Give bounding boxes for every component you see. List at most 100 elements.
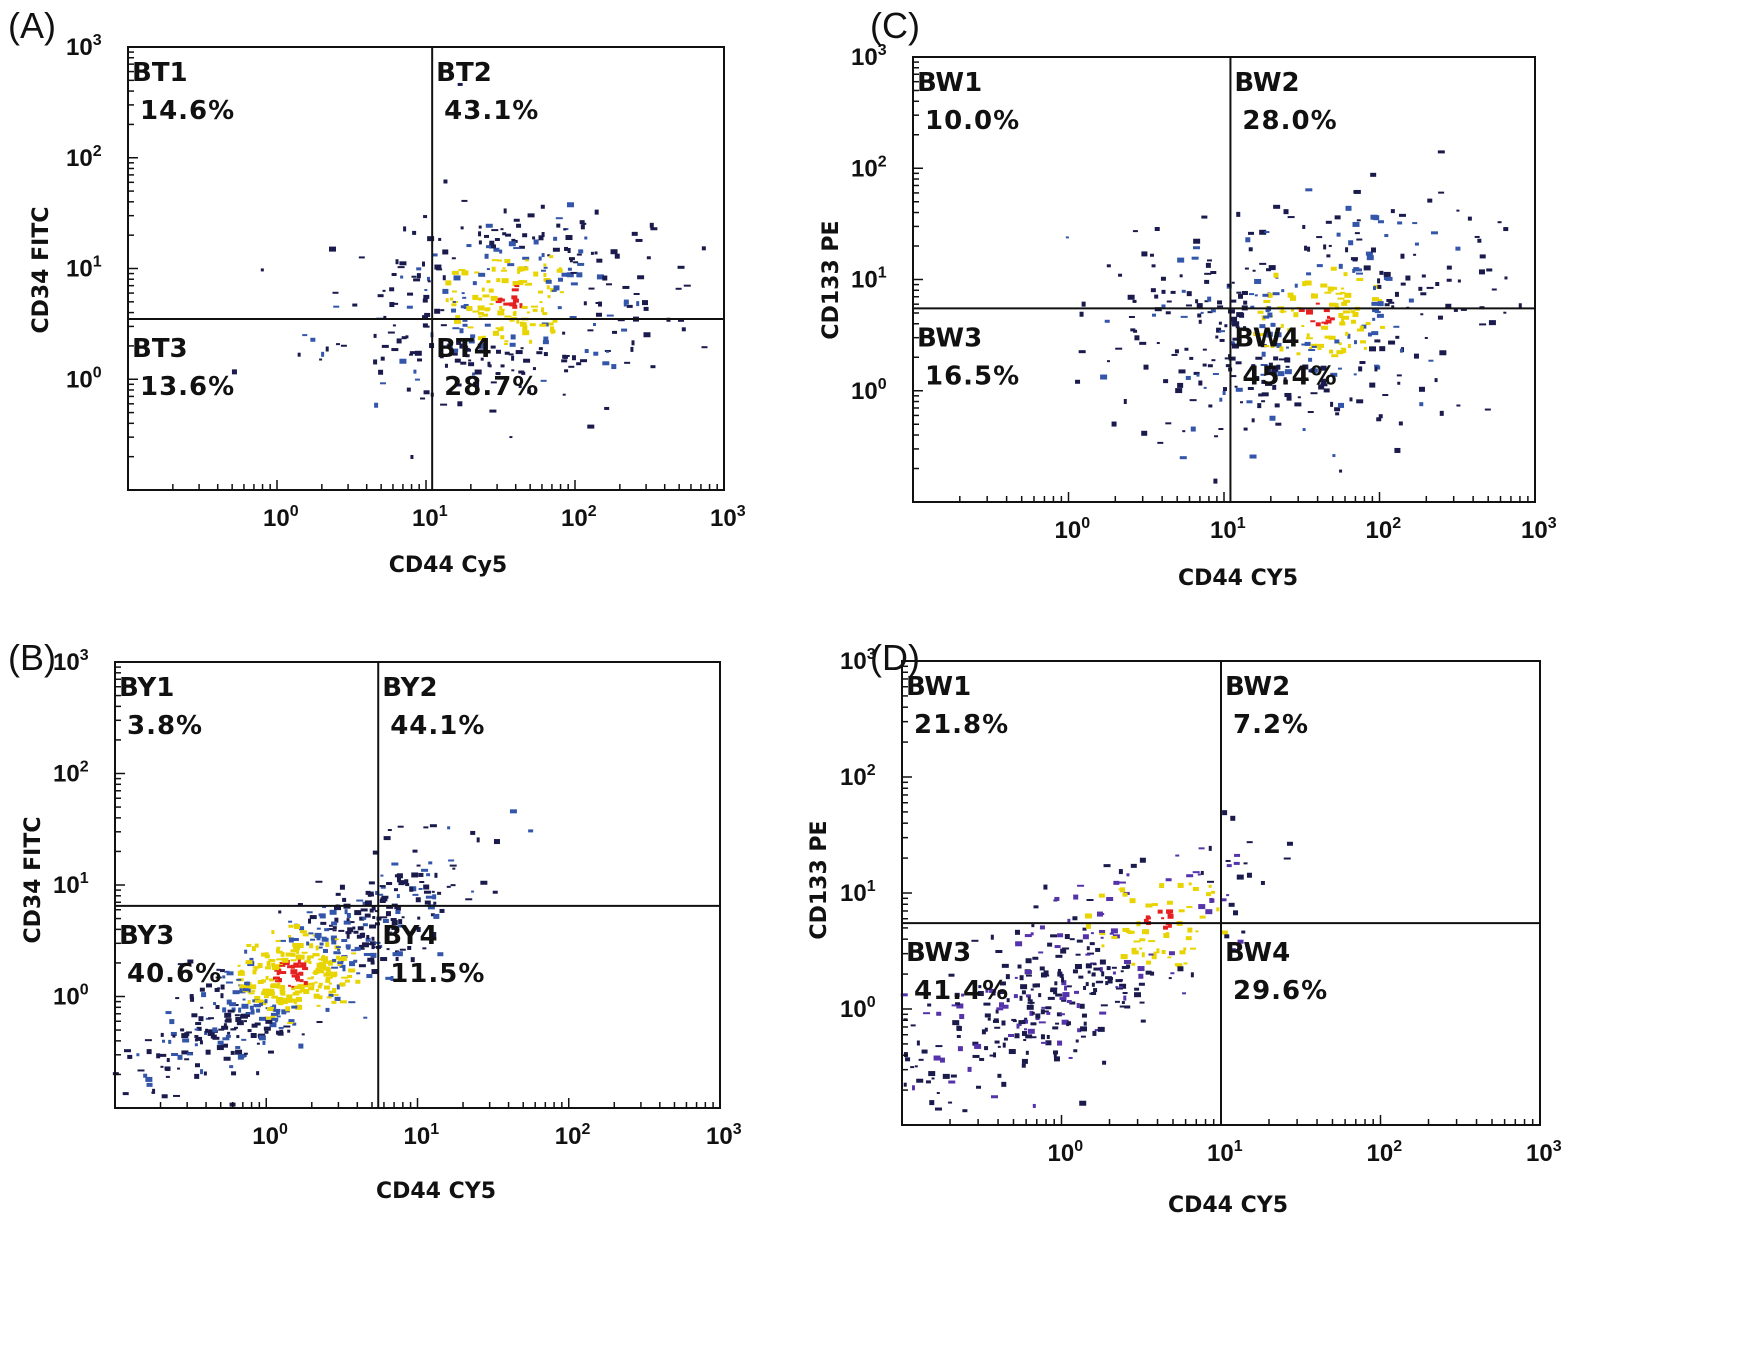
- event-dot: [394, 928, 399, 933]
- event-dot: [241, 1003, 249, 1009]
- event-dot: [297, 959, 301, 965]
- event-dot: [567, 247, 571, 253]
- event-dot: [994, 1040, 1000, 1044]
- event-dot: [466, 244, 472, 248]
- event-dot: [522, 325, 528, 331]
- event-dot: [470, 830, 476, 835]
- event-dot: [345, 944, 351, 949]
- event-dot: [205, 1028, 209, 1033]
- event-dot: [366, 974, 373, 979]
- event-dot: [500, 364, 505, 368]
- event-dot: [569, 316, 577, 319]
- event-dot: [1205, 909, 1213, 915]
- event-dot: [189, 994, 194, 1000]
- y-tick-label: 103: [851, 42, 887, 71]
- event-dot: [463, 303, 469, 309]
- event-dot: [1165, 422, 1172, 425]
- event-dot: [424, 900, 431, 905]
- event-dot: [1244, 267, 1249, 270]
- event-dot: [227, 1009, 235, 1013]
- y-tick-label: 100: [66, 364, 102, 393]
- event-dot: [1304, 280, 1312, 286]
- event-dot: [1089, 942, 1095, 946]
- event-dot: [1497, 221, 1502, 224]
- event-dot: [472, 372, 476, 376]
- event-dot: [1170, 290, 1176, 294]
- event-dot: [314, 981, 318, 984]
- event-dot: [1110, 928, 1118, 934]
- event-dot: [1001, 1081, 1007, 1087]
- event-dot: [184, 1058, 190, 1061]
- event-dot: [288, 920, 293, 923]
- event-dot: [251, 1023, 258, 1028]
- panel-label: (A): [8, 5, 56, 46]
- event-dot: [1427, 198, 1433, 203]
- event-dot: [427, 236, 435, 242]
- event-dot: [195, 1022, 202, 1026]
- quadrant-name: BT4: [436, 334, 492, 364]
- event-dot: [186, 1052, 193, 1056]
- event-dot: [439, 908, 445, 913]
- event-dot: [1261, 392, 1269, 397]
- event-dot: [308, 986, 315, 991]
- event-dot: [1352, 221, 1360, 227]
- event-dot: [1259, 333, 1267, 337]
- event-dot: [1243, 300, 1248, 305]
- event-dot: [489, 240, 495, 245]
- event-dot: [1350, 310, 1356, 314]
- event-dot: [1122, 927, 1130, 932]
- event-dot: [177, 1067, 181, 1070]
- event-dot: [334, 938, 339, 941]
- event-dot: [237, 964, 241, 967]
- event-dot: [588, 287, 595, 290]
- event-dot: [468, 362, 475, 367]
- event-dot: [1029, 1029, 1033, 1032]
- event-dot: [355, 979, 361, 984]
- event-dot: [222, 1007, 227, 1013]
- event-dot: [948, 1101, 953, 1104]
- event-dot: [1261, 400, 1266, 403]
- event-dot: [329, 909, 337, 915]
- event-dot: [1413, 253, 1417, 256]
- event-dot: [356, 934, 362, 939]
- event-dot: [242, 985, 250, 989]
- event-dot: [1025, 1034, 1033, 1039]
- event-dot: [1249, 293, 1255, 296]
- event-dot: [307, 982, 315, 986]
- event-dot: [1207, 364, 1213, 368]
- event-dot: [1122, 892, 1128, 897]
- event-dot: [274, 980, 282, 983]
- event-dot: [391, 348, 399, 352]
- event-dot: [381, 344, 389, 348]
- event-dot: [1045, 1040, 1052, 1046]
- event-dot: [1316, 236, 1323, 239]
- event-dot: [1031, 1011, 1035, 1015]
- event-dot: [1161, 289, 1166, 294]
- event-dot: [177, 1054, 183, 1060]
- event-dot: [1334, 303, 1339, 308]
- event-dot: [290, 952, 296, 957]
- event-dot: [1326, 254, 1331, 258]
- event-dot: [903, 1082, 907, 1087]
- event-dot: [233, 1026, 238, 1029]
- event-dot: [479, 349, 486, 354]
- event-dot: [294, 990, 302, 994]
- event-dot: [1002, 1042, 1006, 1048]
- event-dot: [332, 926, 337, 930]
- event-dot: [491, 229, 499, 232]
- event-dot: [397, 924, 404, 928]
- event-dot: [216, 968, 221, 971]
- event-dot: [934, 1107, 942, 1111]
- event-dot: [561, 272, 568, 277]
- event-dot: [1177, 882, 1184, 888]
- event-dot: [273, 976, 281, 980]
- event-dot: [328, 924, 333, 927]
- event-dot: [1338, 402, 1345, 408]
- event-dot: [489, 303, 494, 306]
- event-dot: [358, 944, 364, 949]
- event-dot: [1388, 340, 1396, 345]
- event-dot: [224, 1019, 232, 1023]
- event-dot: [1352, 312, 1359, 318]
- event-dot: [260, 268, 264, 272]
- event-dot: [310, 337, 316, 342]
